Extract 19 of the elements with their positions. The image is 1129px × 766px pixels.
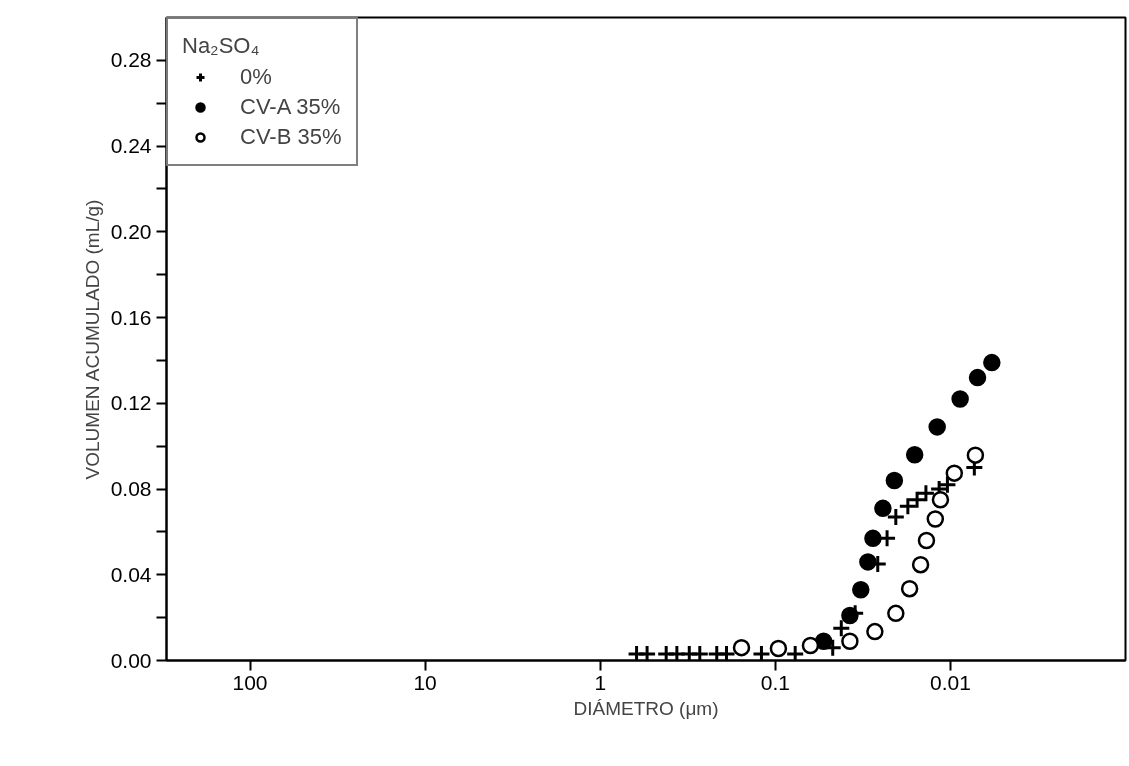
y-tick-label: 0.28	[110, 48, 152, 72]
x-tick-label: 100	[232, 670, 268, 694]
y-tick-label: 0.12	[110, 391, 152, 415]
y-tick-label: 0.16	[110, 305, 152, 329]
y-axis-title: VOLUMEN ACUMULADO (mL/g)	[81, 199, 103, 480]
y-tick-label: 0.20	[110, 219, 152, 243]
x-tick-label: 10	[413, 670, 437, 694]
x-tick-label: 1	[594, 670, 607, 694]
y-tick-label: 0.08	[110, 477, 152, 501]
y-tick-label: 0.00	[110, 648, 152, 672]
y-tick-label: 0.24	[110, 134, 152, 158]
x-tick-label: 0.1	[760, 670, 790, 694]
legend-label: 0%	[240, 64, 272, 90]
legend-title: Na₂SO₄	[182, 33, 261, 59]
x-tick-label: 0.01	[929, 670, 971, 694]
legend-label: CV-B 35%	[240, 124, 342, 150]
y-tick-label: 0.04	[110, 562, 152, 586]
x-axis-title: DIÁMETRO (μm)	[573, 697, 719, 719]
legend-label: CV-A 35%	[240, 94, 341, 120]
